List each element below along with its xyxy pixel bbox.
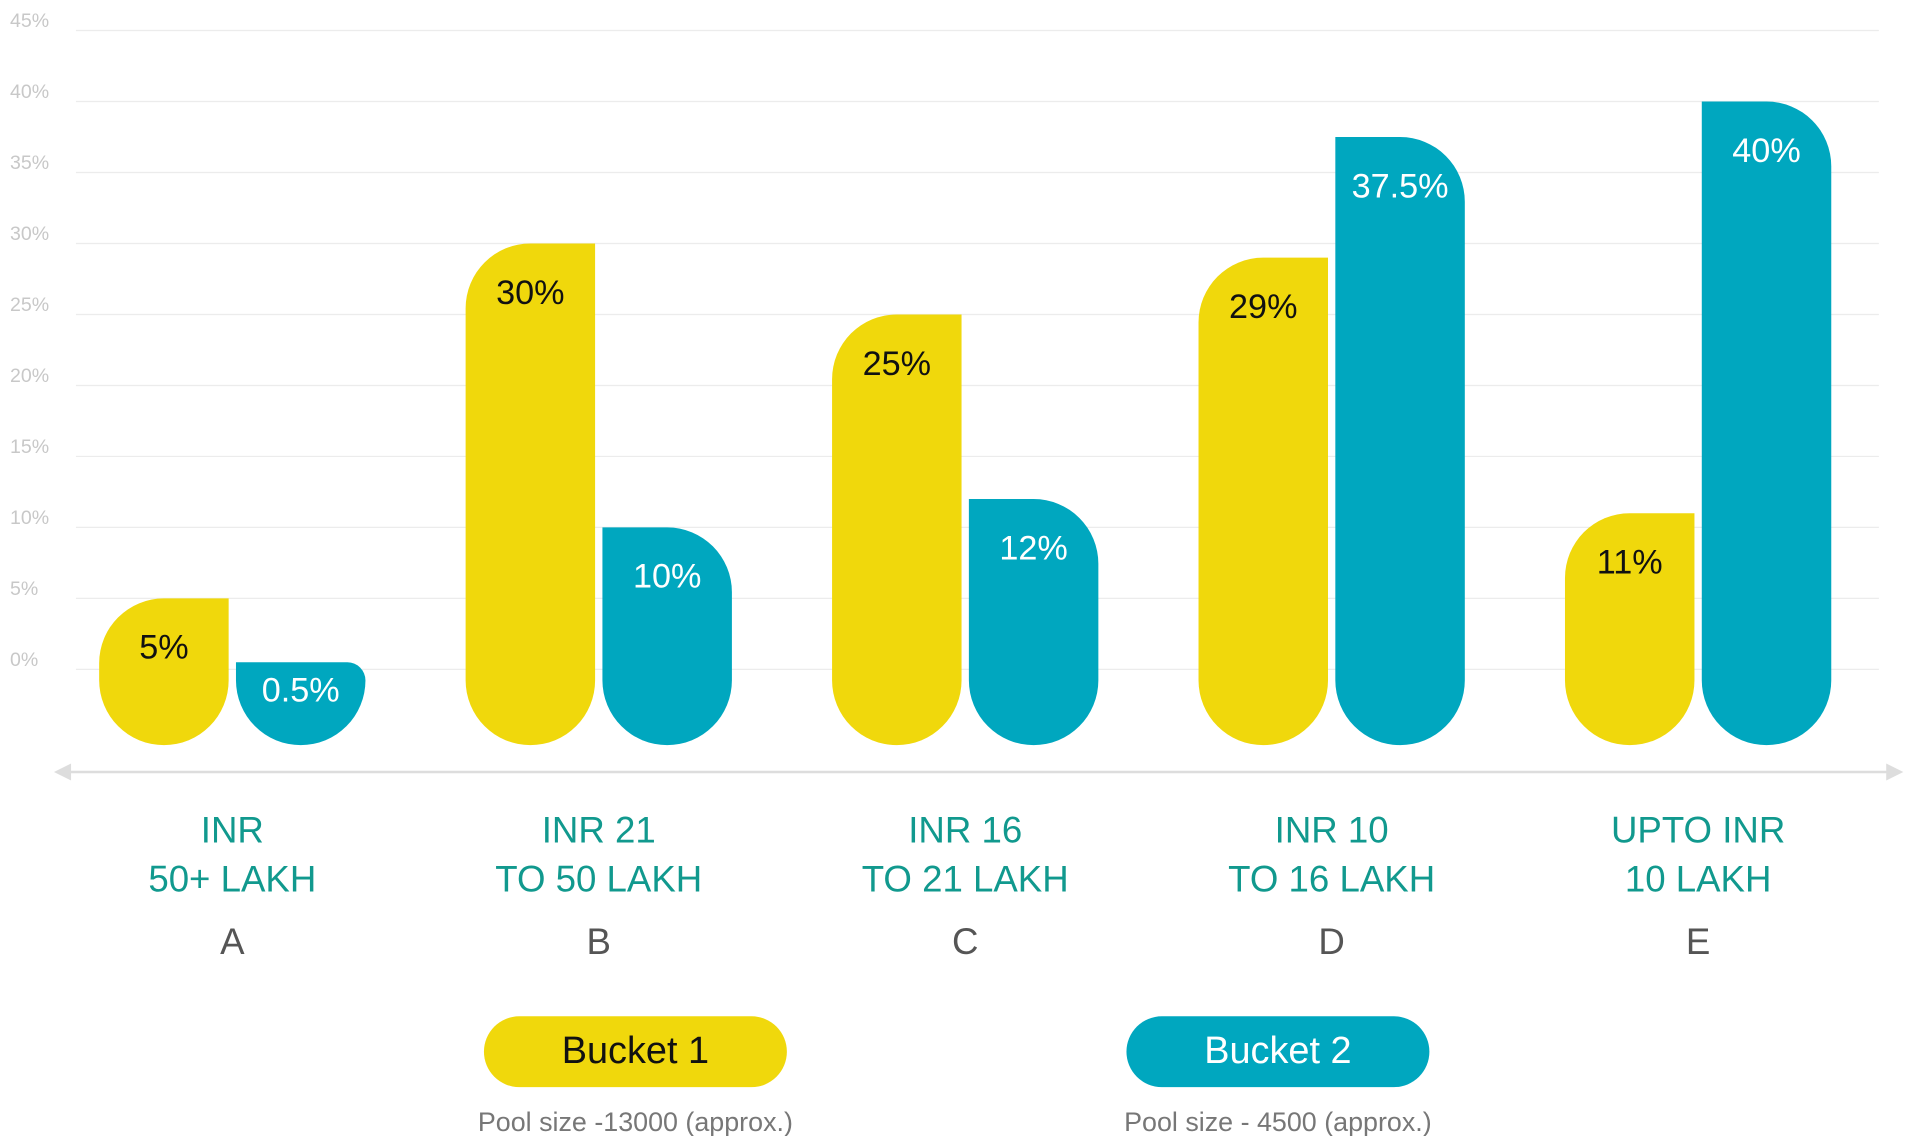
bar [99, 598, 229, 746]
value-label: 30% [496, 274, 564, 312]
axis-arrow-right [1886, 763, 1904, 781]
category-description: INR 21 [542, 810, 656, 851]
y-tick-label: 25% [10, 294, 49, 316]
category-description: TO 50 LAKH [495, 859, 702, 900]
y-tick-label: 45% [10, 10, 49, 32]
legend-note: Pool size -13000 (approx.) [478, 1107, 793, 1136]
x-tick-label: A [220, 921, 245, 962]
x-tick-label: D [1318, 921, 1344, 962]
value-label: 25% [863, 345, 931, 383]
y-tick-label: 5% [10, 578, 38, 600]
legend-label: Bucket 1 [562, 1030, 709, 1072]
y-tick-label: 35% [10, 152, 49, 174]
category-description: TO 21 LAKH [862, 859, 1069, 900]
bar [235, 662, 366, 746]
bar [465, 243, 596, 746]
value-label: 40% [1732, 132, 1800, 170]
value-label: 10% [633, 558, 701, 596]
value-label: 12% [999, 529, 1067, 567]
bar [832, 314, 962, 746]
y-tick-label: 40% [10, 81, 49, 103]
category-description: 50+ LAKH [148, 859, 316, 900]
category-description: TO 16 LAKH [1228, 859, 1435, 900]
bar [602, 527, 732, 746]
x-tick-label: C [952, 921, 978, 962]
category-description: INR 10 [1275, 810, 1389, 851]
category-description: UPTO INR [1611, 810, 1785, 851]
x-tick-label: B [587, 921, 611, 962]
bar [1198, 257, 1329, 746]
bar [1701, 101, 1832, 746]
y-tick-label: 15% [10, 436, 49, 458]
value-label: 5% [139, 629, 188, 667]
category-description: 10 LAKH [1625, 859, 1772, 900]
y-tick-label: 30% [10, 223, 49, 245]
legend-note: Pool size - 4500 (approx.) [1124, 1107, 1432, 1136]
legend-label: Bucket 2 [1204, 1030, 1351, 1072]
value-label: 37.5% [1352, 167, 1449, 205]
y-tick-label: 20% [10, 365, 49, 387]
category-description: INR 16 [908, 810, 1022, 851]
bar [1564, 513, 1695, 746]
axis-arrow-left [53, 763, 72, 781]
bar [1335, 137, 1465, 746]
bar [968, 499, 1099, 746]
y-tick-label: 10% [10, 507, 49, 529]
value-label: 11% [1597, 544, 1663, 582]
value-label: 29% [1229, 288, 1297, 326]
y-tick-label: 0% [10, 649, 38, 671]
value-label: 0.5% [262, 672, 340, 710]
x-tick-label: E [1686, 921, 1710, 962]
legend-swatch [483, 1016, 787, 1088]
category-description: INR [201, 810, 264, 851]
legend-swatch [1126, 1016, 1430, 1088]
